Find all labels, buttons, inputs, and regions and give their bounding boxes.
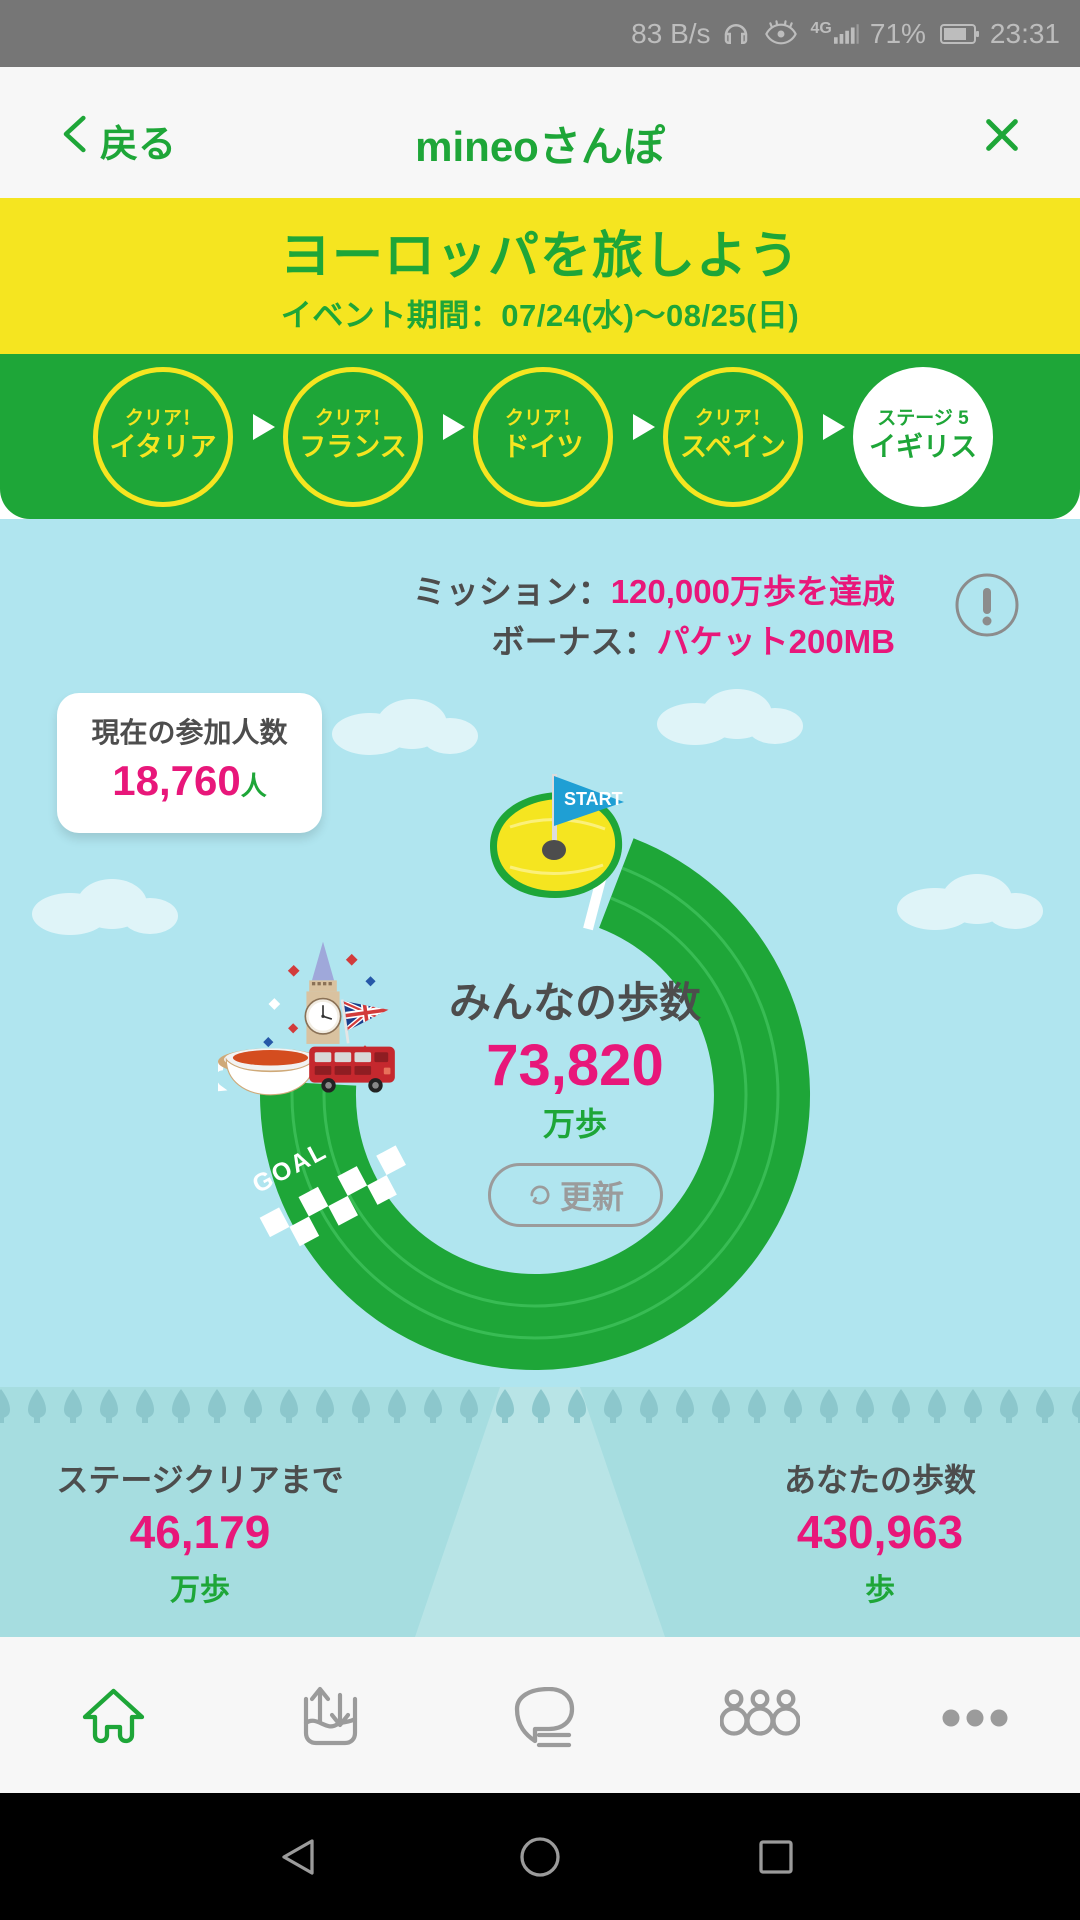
svg-text:START: START	[564, 789, 623, 809]
